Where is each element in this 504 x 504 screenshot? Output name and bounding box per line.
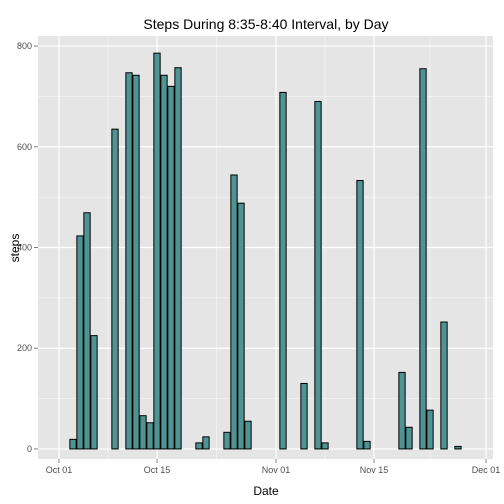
bar xyxy=(426,409,434,450)
bar xyxy=(132,74,140,450)
x-tick-label: Dec 01 xyxy=(472,465,501,475)
bar xyxy=(363,440,371,450)
x-axis-label: Date xyxy=(253,484,279,498)
bar xyxy=(454,445,462,450)
bar xyxy=(146,422,154,450)
y-tick-label: 0 xyxy=(27,444,32,454)
y-axis-label: steps xyxy=(8,234,22,263)
chart-title: Steps During 8:35-8:40 Interval, by Day xyxy=(143,16,388,32)
y-tick-label: 400 xyxy=(17,243,32,253)
x-tick-label: Oct 15 xyxy=(144,465,171,475)
bar xyxy=(405,426,413,450)
x-tick-label: Nov 01 xyxy=(262,465,291,475)
bar xyxy=(230,174,238,450)
bar xyxy=(195,442,203,450)
y-tick-label: 600 xyxy=(17,142,32,152)
bar xyxy=(202,436,210,450)
bar xyxy=(167,85,175,450)
y-tick-label: 200 xyxy=(17,343,32,353)
y-axis-ticks: 0 200 400 600 800 xyxy=(17,41,38,454)
bar xyxy=(83,212,91,450)
bar xyxy=(279,91,287,450)
bar xyxy=(153,52,161,450)
bar xyxy=(69,438,77,450)
bar xyxy=(237,202,245,450)
bar xyxy=(244,420,252,450)
bar xyxy=(125,72,133,450)
bar xyxy=(90,335,98,450)
bar xyxy=(440,321,448,450)
bars-group xyxy=(69,52,462,450)
bar xyxy=(160,74,168,450)
bar xyxy=(419,68,427,450)
bar xyxy=(321,442,329,450)
x-axis-ticks: Oct 01 Oct 15 Nov 01 Nov 15 Dec 01 xyxy=(46,459,501,475)
bar xyxy=(139,415,147,450)
bar xyxy=(314,100,322,450)
y-tick-label: 800 xyxy=(17,41,32,51)
bar xyxy=(174,67,182,450)
x-tick-label: Oct 01 xyxy=(46,465,73,475)
bar xyxy=(223,431,231,450)
bar xyxy=(356,180,364,450)
x-tick-label: Nov 15 xyxy=(360,465,389,475)
bar xyxy=(111,128,119,450)
bar xyxy=(300,382,308,450)
bar xyxy=(398,371,406,450)
bar xyxy=(76,235,84,450)
